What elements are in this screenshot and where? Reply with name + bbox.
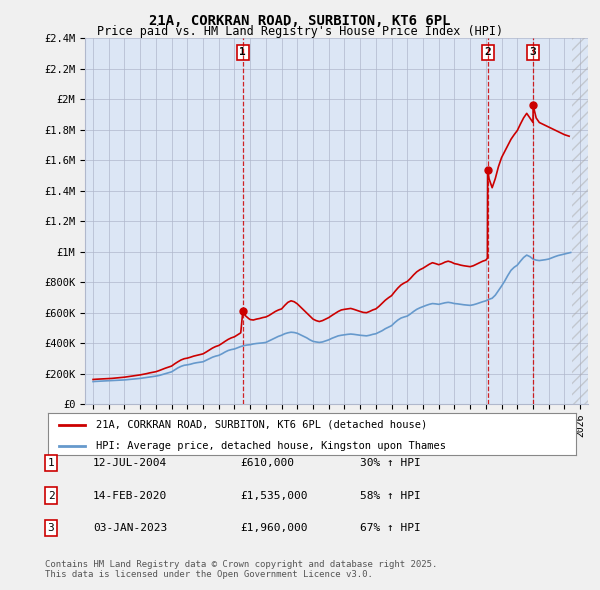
- Text: 30% ↑ HPI: 30% ↑ HPI: [360, 458, 421, 468]
- Text: 2: 2: [47, 491, 55, 500]
- Text: 58% ↑ HPI: 58% ↑ HPI: [360, 491, 421, 500]
- Text: 14-FEB-2020: 14-FEB-2020: [93, 491, 167, 500]
- Text: £610,000: £610,000: [240, 458, 294, 468]
- Text: £1,960,000: £1,960,000: [240, 523, 308, 533]
- Text: 21A, CORKRAN ROAD, SURBITON, KT6 6PL: 21A, CORKRAN ROAD, SURBITON, KT6 6PL: [149, 14, 451, 28]
- Text: 67% ↑ HPI: 67% ↑ HPI: [360, 523, 421, 533]
- Text: Price paid vs. HM Land Registry's House Price Index (HPI): Price paid vs. HM Land Registry's House …: [97, 25, 503, 38]
- Text: 3: 3: [47, 523, 55, 533]
- Text: 1: 1: [47, 458, 55, 468]
- Text: 3: 3: [530, 48, 536, 57]
- Text: 12-JUL-2004: 12-JUL-2004: [93, 458, 167, 468]
- Text: 21A, CORKRAN ROAD, SURBITON, KT6 6PL (detached house): 21A, CORKRAN ROAD, SURBITON, KT6 6PL (de…: [95, 420, 427, 430]
- Text: Contains HM Land Registry data © Crown copyright and database right 2025.
This d: Contains HM Land Registry data © Crown c…: [45, 560, 437, 579]
- Text: HPI: Average price, detached house, Kingston upon Thames: HPI: Average price, detached house, King…: [95, 441, 446, 451]
- Text: 2: 2: [484, 48, 491, 57]
- Text: 03-JAN-2023: 03-JAN-2023: [93, 523, 167, 533]
- Bar: [572, 38, 588, 404]
- Text: £1,535,000: £1,535,000: [240, 491, 308, 500]
- Text: 1: 1: [239, 48, 246, 57]
